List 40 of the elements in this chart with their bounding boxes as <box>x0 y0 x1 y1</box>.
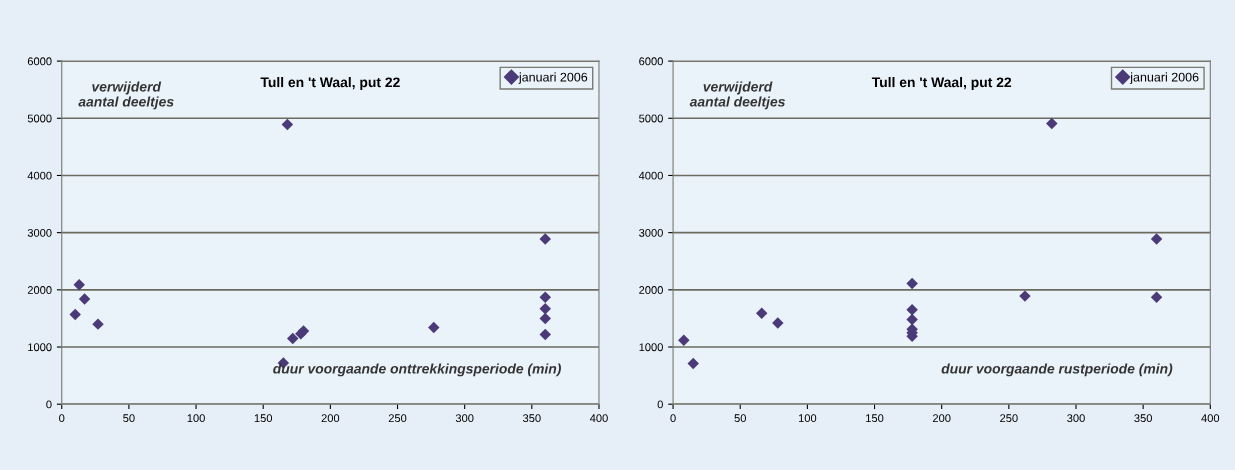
y-tick-label: 6000 <box>27 57 52 66</box>
y-tick-label: 1000 <box>639 343 663 352</box>
legend-label: januari 2006 <box>518 72 588 84</box>
x-tick-label: 300 <box>1067 414 1085 423</box>
y-tick-label: 1000 <box>28 343 52 352</box>
x-tick-label: 150 <box>254 414 273 423</box>
y-tick-label: 0 <box>46 400 52 409</box>
y-tick-label: 3000 <box>639 228 663 237</box>
text: Tull en 't Waal, put 22 <box>871 77 1012 90</box>
y-tick-label: 2000 <box>27 286 52 294</box>
y-axis-title: verwijderd aantal deeltjes <box>689 81 785 110</box>
y-tick-label: 2000 <box>639 286 663 294</box>
legend-label: januari 2006 <box>1129 72 1199 84</box>
text: Tull en 't Waal, put 22 <box>260 77 400 90</box>
y-tick-label: 6000 <box>639 57 663 66</box>
y-axis-title: verwijderd aantal deeltjes <box>78 81 174 110</box>
x-tick-label: 100 <box>798 414 817 423</box>
x-tick-label: 250 <box>1000 414 1018 423</box>
y-tick-label: 4000 <box>27 171 52 180</box>
y-tick-label: 3000 <box>27 228 52 237</box>
x-tick-label: 200 <box>932 414 951 423</box>
x-tick-label: 350 <box>522 414 541 423</box>
x-tick-label: 50 <box>123 414 135 423</box>
x-tick-label: 400 <box>589 414 608 423</box>
x-tick-label: 0 <box>670 414 676 423</box>
x-tick-label: 400 <box>1201 414 1220 423</box>
x-axis-title: duur voorgaande onttrekkingsperiode (min) <box>273 363 561 377</box>
y-tick-label: 0 <box>657 400 663 409</box>
x-tick-label: 200 <box>321 414 340 423</box>
x-tick-label: 250 <box>388 414 407 423</box>
x-tick-label: 150 <box>866 414 884 423</box>
y-tick-label: 5000 <box>639 114 663 123</box>
x-tick-label: 350 <box>1134 414 1152 423</box>
y-tick-label: 5000 <box>27 114 52 123</box>
x-tick-label: 100 <box>187 414 205 423</box>
x-tick-label: 300 <box>455 414 474 423</box>
x-axis-title: duur voorgaande rustperiode (min) <box>941 363 1173 377</box>
x-tick-label: 50 <box>734 414 746 423</box>
y-tick-label: 4000 <box>638 171 663 180</box>
x-tick-label: 0 <box>59 414 65 423</box>
